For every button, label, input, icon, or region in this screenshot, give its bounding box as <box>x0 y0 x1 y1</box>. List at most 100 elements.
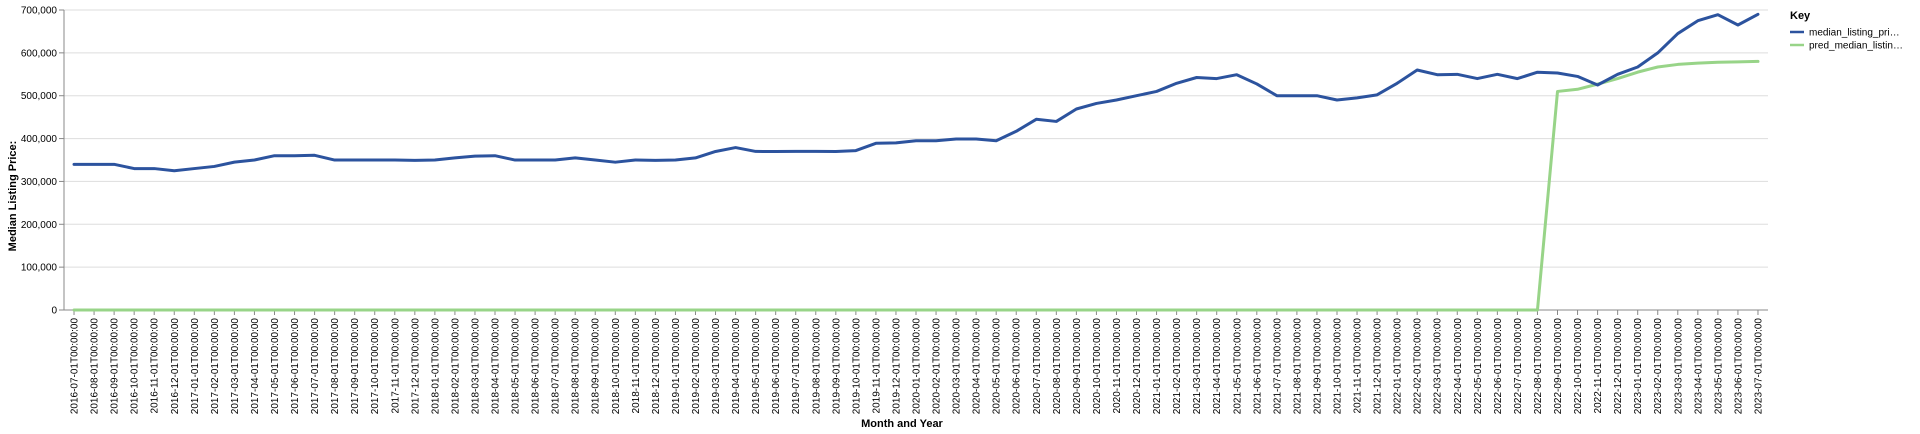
y-axis: 0 100,000 200,000 300,000 400,000 500,000 600,… <box>21 6 65 317</box>
x-tick-label: 2019-09-01T00:00:00 <box>831 318 842 415</box>
x-tick-label: 2018-10-01T00:00:00 <box>611 318 622 415</box>
x-tick-label: 2020-03-01T00:00:00 <box>952 318 963 415</box>
x-tick-label: 2023-02-01T00:00:00 <box>1653 318 1664 415</box>
x-tick-label: 2019-11-01T00:00:00 <box>871 318 882 414</box>
x-tick-label: 2019-07-01T00:00:00 <box>791 318 802 415</box>
x-tick-label: 2016-09-01T00:00:00 <box>110 318 121 415</box>
x-tick-label: 2022-05-01T00:00:00 <box>1473 318 1484 415</box>
x-axis: 2016-07-01T00:00:00 2016-08-01T00:00:00 20… <box>64 309 1768 415</box>
x-tick-label: 2019-02-01T00:00:00 <box>691 318 702 415</box>
x-tick-label: 2018-07-01T00:00:00 <box>551 318 562 415</box>
x-tick-label: 2018-06-01T00:00:00 <box>531 318 542 415</box>
x-tick-label: 2021-09-01T00:00:00 <box>1312 318 1323 415</box>
x-tick-label: 2018-09-01T00:00:00 <box>591 318 602 415</box>
x-tick-label: 2017-11-01T00:00:00 <box>390 318 401 414</box>
y-axis-title: Median Listing Price: <box>7 141 19 252</box>
x-tick-label: 2017-03-01T00:00:00 <box>230 318 241 415</box>
x-tick-label: 2018-02-01T00:00:00 <box>450 318 461 415</box>
x-tick-label: 2017-05-01T00:00:00 <box>270 318 281 415</box>
x-tick-label: 2018-01-01T00:00:00 <box>430 318 441 415</box>
x-tick-label: 2023-03-01T00:00:00 <box>1673 318 1684 415</box>
x-tick-label: 2019-04-01T00:00:00 <box>731 318 742 415</box>
x-tick-label: 2021-11-01T00:00:00 <box>1353 318 1364 414</box>
x-tick-label: 2021-04-01T00:00:00 <box>1212 318 1223 415</box>
x-tick-label: 2022-12-01T00:00:00 <box>1613 318 1624 415</box>
x-tick-label: 2017-04-01T00:00:00 <box>250 318 261 415</box>
series-line-2 <box>72 59 1760 312</box>
x-tick-label: 2017-07-01T00:00:00 <box>310 318 321 415</box>
x-tick-label: 2019-06-01T00:00:00 <box>771 318 782 415</box>
x-tick-label: 2018-12-01T00:00:00 <box>651 318 662 415</box>
x-tick-label: 2020-10-01T00:00:00 <box>1092 318 1103 415</box>
y-tick-label: 600,000 <box>21 48 58 59</box>
x-tick-label: 2023-06-01T00:00:00 <box>1733 318 1744 415</box>
x-tick-label: 2022-08-01T00:00:00 <box>1533 318 1544 415</box>
x-tick-label: 2022-10-01T00:00:00 <box>1573 318 1584 415</box>
y-gridlines <box>64 9 1768 311</box>
x-tick-label: 2022-02-01T00:00:00 <box>1413 318 1424 415</box>
x-tick-label: 2022-01-01T00:00:00 <box>1393 318 1404 415</box>
x-tick-label: 2022-11-01T00:00:00 <box>1593 318 1604 414</box>
x-tick-label: 2023-07-01T00:00:00 <box>1753 318 1764 415</box>
x-tick-label: 2017-10-01T00:00:00 <box>370 318 381 415</box>
x-tick-label: 2021-10-01T00:00:00 <box>1332 318 1343 415</box>
x-tick-label: 2020-11-01T00:00:00 <box>1112 318 1123 414</box>
x-tick-label: 2022-09-01T00:00:00 <box>1553 318 1564 415</box>
y-tick-label: 500,000 <box>21 91 58 102</box>
x-tick-label: 2019-01-01T00:00:00 <box>671 318 682 415</box>
x-tick-label: 2018-04-01T00:00:00 <box>491 318 502 415</box>
x-tick-label: 2022-03-01T00:00:00 <box>1433 318 1444 415</box>
x-tick-label: 2022-07-01T00:00:00 <box>1513 318 1524 415</box>
legend-label: pred_median_listin… <box>1809 41 1903 52</box>
x-tick-label: 2017-06-01T00:00:00 <box>290 318 301 415</box>
x-tick-label: 2018-11-01T00:00:00 <box>631 318 642 414</box>
x-tick-label: 2021-03-01T00:00:00 <box>1192 318 1203 415</box>
x-tick-label: 2019-03-01T00:00:00 <box>711 318 722 415</box>
x-tick-label: 2017-02-01T00:00:00 <box>210 318 221 415</box>
y-tick-label: 200,000 <box>21 220 58 231</box>
x-tick-label: 2019-08-01T00:00:00 <box>811 318 822 415</box>
x-tick-label: 2019-12-01T00:00:00 <box>891 318 902 415</box>
x-tick-label: 2018-08-01T00:00:00 <box>571 318 582 415</box>
y-tick-label: 300,000 <box>21 177 58 188</box>
x-tick-label: 2020-12-01T00:00:00 <box>1132 318 1143 415</box>
x-tick-label: 2019-05-01T00:00:00 <box>751 318 762 415</box>
x-tick-label: 2021-02-01T00:00:00 <box>1172 318 1183 415</box>
x-tick-label: 2016-08-01T00:00:00 <box>90 318 101 415</box>
x-tick-label: 2021-06-01T00:00:00 <box>1252 318 1263 415</box>
legend: Key median_listing_pri… pred_median_listi… <box>1790 10 1903 52</box>
x-tick-label: 2016-12-01T00:00:00 <box>170 318 181 415</box>
x-tick-label: 2017-01-01T00:00:00 <box>190 318 201 415</box>
x-tick-label: 2018-05-01T00:00:00 <box>511 318 522 415</box>
x-tick-label: 2022-04-01T00:00:00 <box>1453 318 1464 415</box>
x-tick-label: 2020-08-01T00:00:00 <box>1052 318 1063 415</box>
x-tick-label: 2020-01-01T00:00:00 <box>912 318 923 415</box>
x-tick-label: 2020-07-01T00:00:00 <box>1032 318 1043 415</box>
x-tick-label: 2019-10-01T00:00:00 <box>851 318 862 415</box>
x-tick-label: 2017-09-01T00:00:00 <box>350 318 361 415</box>
y-tick-label: 100,000 <box>21 263 58 274</box>
x-tick-label: 2016-10-01T00:00:00 <box>130 318 141 415</box>
x-tick-label: 2020-09-01T00:00:00 <box>1072 318 1083 415</box>
y-tick-label: 0 <box>51 306 57 317</box>
x-tick-label: 2021-07-01T00:00:00 <box>1272 318 1283 415</box>
x-tick-label: 2018-03-01T00:00:00 <box>470 318 481 415</box>
x-tick-label: 2021-05-01T00:00:00 <box>1232 318 1243 415</box>
y-tick-label: 400,000 <box>21 134 58 145</box>
x-tick-label: 2023-04-01T00:00:00 <box>1693 318 1704 415</box>
x-tick-label: 2021-08-01T00:00:00 <box>1292 318 1303 415</box>
x-tick-label: 2023-05-01T00:00:00 <box>1713 318 1724 415</box>
series-line-1 <box>72 12 1760 173</box>
legend-label: median_listing_pri… <box>1809 28 1900 39</box>
x-tick-label: 2023-01-01T00:00:00 <box>1633 318 1644 415</box>
x-tick-label: 2017-08-01T00:00:00 <box>330 318 341 415</box>
x-tick-label: 2022-06-01T00:00:00 <box>1493 318 1504 415</box>
x-tick-label: 2016-07-01T00:00:00 <box>70 318 81 415</box>
series-lines <box>72 12 1760 312</box>
x-tick-label: 2021-01-01T00:00:00 <box>1152 318 1163 415</box>
x-axis-title: Month and Year <box>861 418 943 430</box>
x-tick-label: 2021-12-01T00:00:00 <box>1373 318 1384 415</box>
x-tick-label: 2020-05-01T00:00:00 <box>992 318 1003 415</box>
x-tick-label: 2017-12-01T00:00:00 <box>410 318 421 415</box>
x-tick-label: 2020-02-01T00:00:00 <box>932 318 943 415</box>
